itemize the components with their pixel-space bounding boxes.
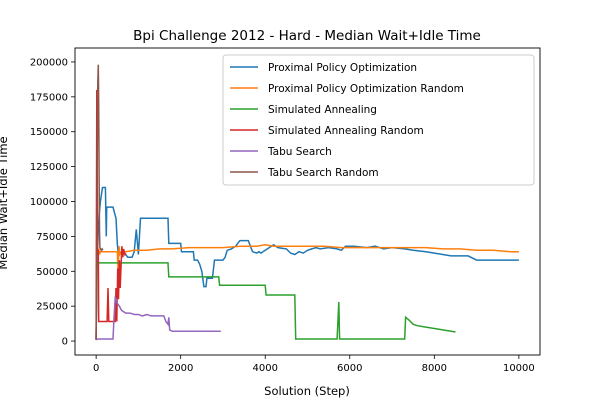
legend-label-0: Proximal Policy Optimization xyxy=(268,62,417,74)
legend: Proximal Policy Optimization Proximal Pol… xyxy=(222,54,535,186)
y-tick-label-7: 175000 xyxy=(30,92,68,103)
x-tick-label-0: 0 xyxy=(93,363,99,374)
x-tick-label-1: 2000 xyxy=(168,363,193,374)
y-tick-label-6: 150000 xyxy=(30,127,68,138)
y-tick-label-2: 50000 xyxy=(36,267,68,278)
chart-title: Bpi Challenge 2012 - Hard - Median Wait+… xyxy=(133,28,481,44)
x-axis-ticks: 0 2000 4000 6000 8000 10000 xyxy=(93,355,535,374)
y-tick-label-8: 200000 xyxy=(30,57,68,68)
series-line-4 xyxy=(95,295,221,341)
legend-label-5: Tabu Search Random xyxy=(267,167,379,179)
legend-label-1: Proximal Policy Optimization Random xyxy=(268,83,464,95)
legend-label-2: Simulated Annealing xyxy=(268,104,377,116)
series-line-3 xyxy=(95,89,127,340)
x-tick-label-4: 8000 xyxy=(422,363,447,374)
x-axis-label: Solution (Step) xyxy=(264,384,350,398)
series-line-5 xyxy=(95,64,104,340)
y-tick-label-1: 25000 xyxy=(36,302,68,313)
y-axis-label: Median Wait+Idle Time xyxy=(0,136,10,269)
y-axis-ticks: 0 25000 50000 75000 100000 125000 150000 175000… xyxy=(30,57,75,348)
x-tick-label-3: 6000 xyxy=(337,363,362,374)
series-line-2 xyxy=(95,258,456,340)
y-tick-label-5: 125000 xyxy=(30,162,68,173)
x-tick-label-2: 4000 xyxy=(253,363,278,374)
x-tick-label-5: 10000 xyxy=(503,363,535,374)
legend-box xyxy=(222,54,535,186)
series-layer xyxy=(95,64,519,341)
y-tick-label-4: 100000 xyxy=(30,197,68,208)
legend-label-3: Simulated Annealing Random xyxy=(268,125,424,137)
series-line-1 xyxy=(95,244,519,272)
legend-label-4: Tabu Search xyxy=(267,146,332,158)
y-tick-label-0: 0 xyxy=(62,337,68,348)
y-tick-label-3: 75000 xyxy=(36,232,68,243)
